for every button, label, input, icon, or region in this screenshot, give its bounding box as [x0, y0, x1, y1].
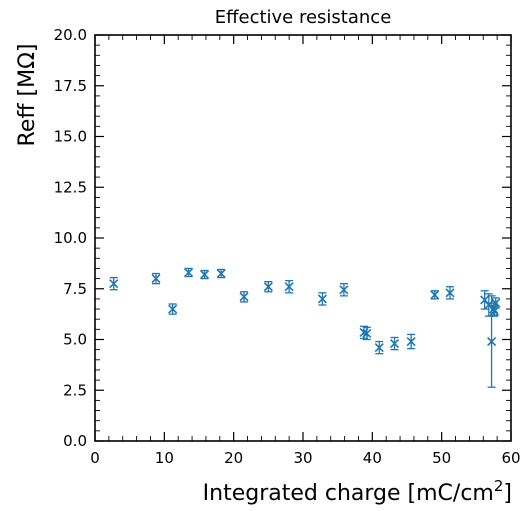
x-marker-stroke-b	[430, 290, 440, 300]
data-point	[216, 268, 226, 279]
x-marker-stroke-b	[489, 306, 499, 316]
x-marker-stroke-b	[216, 268, 226, 279]
chart-title: Effective resistance	[215, 7, 392, 28]
x-marker-stroke-b	[239, 292, 249, 302]
data-point	[168, 303, 178, 315]
y-tick-label: 10.0	[54, 229, 87, 247]
data-point	[445, 286, 455, 300]
y-tick-label: 12.5	[54, 178, 87, 196]
x-marker-stroke-b	[263, 282, 273, 292]
data-point	[317, 292, 327, 306]
x-tick-label: 30	[293, 449, 312, 467]
x-tick-label: 50	[432, 449, 451, 467]
x-tick-label: 40	[363, 449, 382, 467]
x-axis-label-main: Integrated charge [mC/cm	[203, 481, 494, 506]
x-tick-label: 20	[224, 449, 243, 467]
x-tick-label: 10	[155, 449, 174, 467]
data-point	[151, 272, 161, 285]
data-marks	[109, 267, 501, 388]
data-point	[263, 280, 273, 293]
data-point	[339, 283, 349, 297]
x-axis-label-tail: ]	[503, 481, 512, 506]
y-tick-label: 0.0	[63, 432, 87, 450]
data-point	[109, 276, 119, 291]
x-marker-stroke-b	[184, 267, 194, 278]
x-marker-stroke-b	[480, 295, 490, 305]
x-tick-label: 0	[90, 449, 100, 467]
y-axis-label: Reff [MΩ]	[15, 44, 40, 147]
data-point	[239, 291, 249, 303]
x-marker-stroke-b	[406, 336, 416, 347]
x-marker-stroke-b	[168, 304, 178, 314]
x-marker-stroke-b	[317, 294, 327, 304]
x-marker-stroke-b	[151, 274, 161, 284]
x-marker-stroke-b	[339, 285, 349, 295]
y-tick-label: 15.0	[54, 128, 87, 146]
y-tick-label: 17.5	[54, 77, 87, 95]
data-point	[430, 290, 440, 300]
x-marker-stroke-b	[109, 279, 119, 289]
y-tick-label: 5.0	[63, 331, 87, 349]
data-point	[406, 333, 416, 350]
plot-frame	[94, 34, 512, 442]
x-marker-stroke-b	[362, 328, 372, 338]
y-tick-label: 20.0	[54, 26, 87, 44]
data-point	[362, 326, 372, 341]
y-tick-label: 2.5	[63, 381, 87, 399]
x-marker-stroke-b	[445, 288, 455, 298]
x-marker-stroke-b	[487, 336, 497, 347]
axis-ticks: 0 10 20 30 40 50 60 0.0 2.5 5.0 7.5 10.0 12.5 15.0 17.…	[54, 26, 520, 467]
y-tick-label: 7.5	[63, 280, 87, 298]
x-axis-label-superscript: 2	[494, 477, 504, 495]
data-point	[284, 279, 294, 294]
x-marker-stroke-b	[389, 338, 400, 349]
data-point	[184, 267, 194, 278]
x-marker-stroke-b	[284, 282, 294, 292]
x-marker-stroke-b	[374, 343, 384, 353]
x-marker-stroke-b	[199, 269, 210, 280]
data-point	[389, 336, 400, 351]
data-point	[199, 269, 210, 280]
data-point	[374, 340, 384, 355]
data-point	[489, 305, 499, 317]
x-tick-label: 60	[501, 449, 520, 467]
x-axis-label: Integrated charge [mC/cm2]	[203, 477, 512, 506]
